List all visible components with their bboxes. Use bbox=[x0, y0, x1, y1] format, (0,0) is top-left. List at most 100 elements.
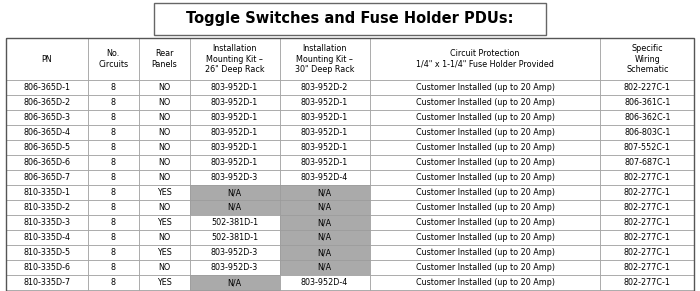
Bar bbox=[88, 170, 139, 185]
Text: 803-952D-4: 803-952D-4 bbox=[301, 278, 348, 287]
Text: 803-952D-1: 803-952D-1 bbox=[211, 143, 258, 152]
Text: YES: YES bbox=[157, 278, 172, 287]
Bar bbox=[370, 80, 601, 95]
Text: Customer Installed (up to 20 Amp): Customer Installed (up to 20 Amp) bbox=[416, 263, 554, 272]
Text: YES: YES bbox=[157, 218, 172, 227]
Text: 8: 8 bbox=[111, 128, 116, 137]
Bar bbox=[139, 260, 190, 275]
Text: 806-365D-1: 806-365D-1 bbox=[23, 83, 70, 92]
Text: 802-227C-1: 802-227C-1 bbox=[624, 83, 671, 92]
Text: 8: 8 bbox=[111, 233, 116, 242]
Bar bbox=[88, 110, 139, 125]
Bar bbox=[190, 245, 279, 260]
Text: 802-277C-1: 802-277C-1 bbox=[624, 278, 671, 287]
Text: Customer Installed (up to 20 Amp): Customer Installed (up to 20 Amp) bbox=[416, 83, 554, 92]
Text: 8: 8 bbox=[111, 98, 116, 107]
Text: NO: NO bbox=[158, 98, 170, 107]
Bar bbox=[88, 155, 139, 170]
Text: 803-952D-1: 803-952D-1 bbox=[211, 158, 258, 167]
Text: 806-365D-7: 806-365D-7 bbox=[23, 173, 70, 182]
Bar bbox=[6, 140, 87, 155]
Text: 802-277C-1: 802-277C-1 bbox=[624, 203, 671, 212]
Bar bbox=[601, 275, 694, 290]
Bar bbox=[370, 260, 601, 275]
Text: Customer Installed (up to 20 Amp): Customer Installed (up to 20 Amp) bbox=[416, 278, 554, 287]
Text: 802-277C-1: 802-277C-1 bbox=[624, 218, 671, 227]
Text: 806-365D-4: 806-365D-4 bbox=[23, 128, 70, 137]
Text: 806-365D-2: 806-365D-2 bbox=[23, 98, 70, 107]
Bar bbox=[88, 230, 139, 245]
Bar bbox=[370, 230, 601, 245]
Text: Circuit Protection
1/4" x 1-1/4" Fuse Holder Provided: Circuit Protection 1/4" x 1-1/4" Fuse Ho… bbox=[416, 49, 554, 69]
Bar bbox=[190, 140, 279, 155]
Text: 810-335D-7: 810-335D-7 bbox=[23, 278, 70, 287]
Bar bbox=[190, 80, 279, 95]
Bar bbox=[88, 245, 139, 260]
Bar bbox=[279, 200, 370, 215]
Text: Customer Installed (up to 20 Amp): Customer Installed (up to 20 Amp) bbox=[416, 173, 554, 182]
Text: 803-952D-3: 803-952D-3 bbox=[211, 248, 258, 257]
Bar bbox=[601, 170, 694, 185]
Bar bbox=[154, 3, 546, 35]
Text: 502-381D-1: 502-381D-1 bbox=[211, 233, 258, 242]
Bar bbox=[279, 80, 370, 95]
Bar bbox=[88, 140, 139, 155]
Text: 803-952D-1: 803-952D-1 bbox=[211, 113, 258, 122]
Bar bbox=[139, 125, 190, 140]
Text: N/A: N/A bbox=[318, 203, 332, 212]
Text: 810-335D-3: 810-335D-3 bbox=[23, 218, 70, 227]
Bar bbox=[279, 170, 370, 185]
Text: 8: 8 bbox=[111, 143, 116, 152]
Bar bbox=[139, 80, 190, 95]
Bar bbox=[601, 290, 694, 291]
Text: YES: YES bbox=[157, 188, 172, 197]
Text: Customer Installed (up to 20 Amp): Customer Installed (up to 20 Amp) bbox=[416, 233, 554, 242]
Text: 806-361C-1: 806-361C-1 bbox=[624, 98, 671, 107]
Text: 8: 8 bbox=[111, 83, 116, 92]
Text: 803-952D-1: 803-952D-1 bbox=[211, 98, 258, 107]
Bar bbox=[139, 155, 190, 170]
Bar bbox=[6, 260, 87, 275]
Text: 803-952D-3: 803-952D-3 bbox=[211, 173, 258, 182]
Text: 803-952D-1: 803-952D-1 bbox=[301, 113, 348, 122]
Bar bbox=[601, 200, 694, 215]
Bar bbox=[279, 275, 370, 290]
Text: Customer Installed (up to 20 Amp): Customer Installed (up to 20 Amp) bbox=[416, 98, 554, 107]
Text: NO: NO bbox=[158, 203, 170, 212]
Text: 807-552C-1: 807-552C-1 bbox=[624, 143, 671, 152]
Bar bbox=[190, 185, 279, 200]
Bar bbox=[370, 170, 601, 185]
Bar bbox=[6, 230, 87, 245]
Text: Customer Installed (up to 20 Amp): Customer Installed (up to 20 Amp) bbox=[416, 128, 554, 137]
Bar bbox=[279, 185, 370, 200]
Bar bbox=[190, 95, 279, 110]
Text: Customer Installed (up to 20 Amp): Customer Installed (up to 20 Amp) bbox=[416, 113, 554, 122]
Bar bbox=[88, 290, 139, 291]
Text: N/A: N/A bbox=[228, 203, 241, 212]
Bar bbox=[190, 110, 279, 125]
Bar bbox=[6, 290, 87, 291]
Bar bbox=[88, 125, 139, 140]
Bar bbox=[370, 155, 601, 170]
Bar bbox=[601, 110, 694, 125]
Bar bbox=[601, 155, 694, 170]
Bar bbox=[6, 125, 87, 140]
Text: 803-952D-2: 803-952D-2 bbox=[301, 83, 348, 92]
Bar bbox=[370, 245, 601, 260]
Bar bbox=[6, 185, 87, 200]
Text: YES: YES bbox=[157, 248, 172, 257]
Text: Customer Installed (up to 20 Amp): Customer Installed (up to 20 Amp) bbox=[416, 218, 554, 227]
Text: 8: 8 bbox=[111, 203, 116, 212]
Text: Installation
Mounting Kit –
30" Deep Rack: Installation Mounting Kit – 30" Deep Rac… bbox=[295, 44, 354, 74]
Bar bbox=[139, 200, 190, 215]
Text: Specific
Wiring
Schematic: Specific Wiring Schematic bbox=[626, 44, 668, 74]
Text: 8: 8 bbox=[111, 278, 116, 287]
Bar bbox=[6, 170, 87, 185]
Text: N/A: N/A bbox=[318, 248, 332, 257]
Bar bbox=[279, 290, 370, 291]
Bar bbox=[139, 38, 190, 80]
Bar bbox=[139, 230, 190, 245]
Bar bbox=[139, 95, 190, 110]
Bar bbox=[370, 95, 601, 110]
Text: Customer Installed (up to 20 Amp): Customer Installed (up to 20 Amp) bbox=[416, 188, 554, 197]
